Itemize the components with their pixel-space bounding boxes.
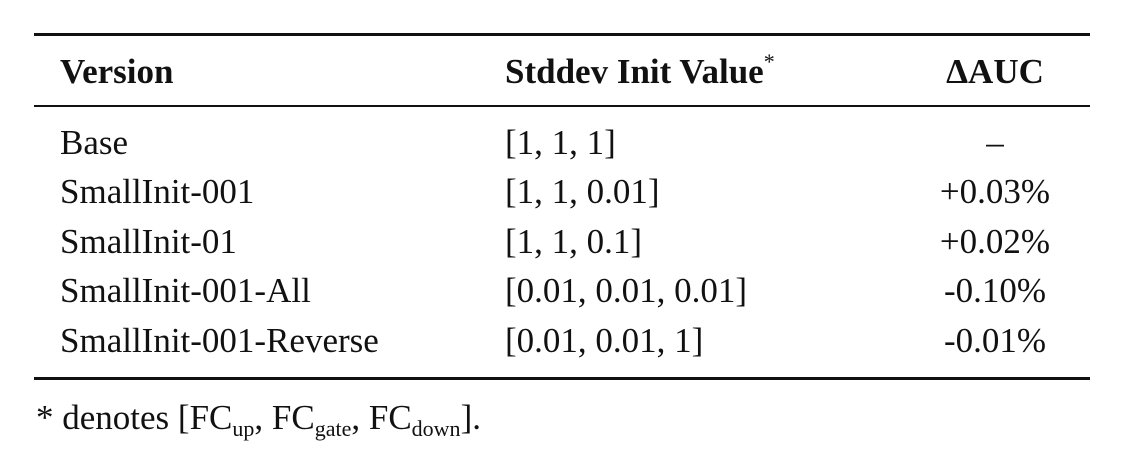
table-cell: -0.01% [943,321,1047,360]
footnote-marker: * [36,398,54,437]
top-rule [34,33,1090,36]
table-cell: [1, 1, 1] [505,123,616,162]
footnote-separator: , [254,398,272,437]
table-cell: [1, 1, 0.01] [505,172,660,211]
header-label: ΔAUC [946,52,1044,91]
footnote-subscript: up [232,416,255,441]
header-cell: Stddev Init Value* [505,49,775,92]
table-cell: -0.10% [943,271,1047,310]
footnote-text: denotes [ [62,398,190,437]
mid-rule [34,105,1090,107]
header-label: Stddev Init Value [505,52,764,91]
table-cell: [0.01, 0.01, 1] [505,321,704,360]
table-cell: +0.02% [939,222,1051,261]
footnote-subscript: gate [314,416,352,441]
header-label: Version [60,52,174,91]
footnote-term: FC [271,398,315,437]
footnote-end: ]. [460,398,481,437]
table-cell: [1, 1, 0.1] [505,222,643,261]
bottom-rule [34,377,1090,380]
footnote: * denotes [FCup, FCgate, FCdown]. [36,398,481,441]
table-cell: SmallInit-001-Reverse [60,321,379,360]
footnote-subscript: down [411,416,461,441]
footnote-term: FC [368,398,412,437]
table-cell: +0.03% [939,172,1051,211]
table-cell: – [986,123,1004,162]
table-cell: Base [60,123,129,162]
footnote-separator: , [351,398,369,437]
header-cell: Version [60,52,173,92]
footnote-term: FC [189,398,233,437]
table-cell: SmallInit-001-All [60,271,311,310]
table-cell: [0.01, 0.01, 0.01] [505,271,748,310]
table-cell: SmallInit-01 [60,222,237,261]
table-cell: SmallInit-001 [60,172,255,211]
header-cell: ΔAUC [920,52,1070,92]
header-note: * [763,49,775,74]
